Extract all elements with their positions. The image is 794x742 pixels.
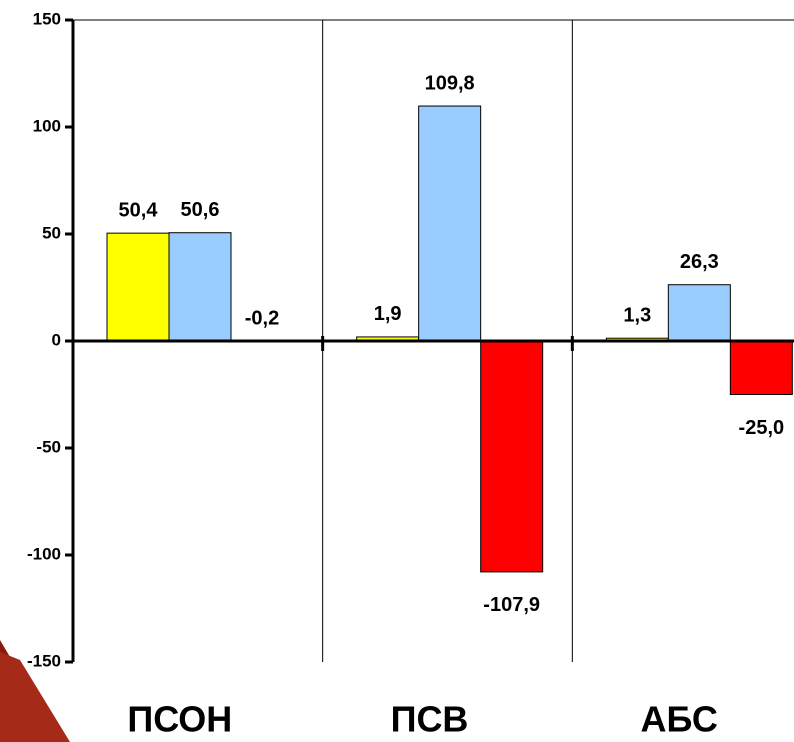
y-tick-label: -100 (27, 544, 61, 563)
y-tick-label: 150 (33, 9, 61, 28)
y-tick-label: 0 (52, 330, 61, 349)
value-label: 109,8 (425, 72, 475, 94)
value-label: 1,9 (374, 303, 402, 325)
y-tick-label: 50 (42, 223, 61, 242)
value-label: 50,4 (119, 199, 159, 221)
y-tick-label: 100 (33, 116, 61, 135)
bar (106, 232, 170, 342)
bar (418, 105, 482, 342)
value-label: -0,2 (245, 307, 279, 329)
value-label: 1,3 (623, 304, 651, 326)
bar (480, 340, 544, 573)
value-label: -25,0 (739, 417, 785, 439)
y-tick-label: -50 (36, 437, 61, 456)
x-tick-label: АБС (640, 699, 717, 740)
value-label: 26,3 (680, 251, 719, 273)
bar (168, 232, 232, 342)
bar (729, 340, 793, 395)
decoration (0, 652, 70, 742)
bar (667, 284, 731, 342)
y-tick-label: -150 (27, 651, 61, 670)
x-tick-label: ПСОН (127, 699, 232, 740)
x-tick-label: ПСВ (391, 699, 469, 740)
value-label: -107,9 (483, 594, 540, 616)
value-label: 50,6 (181, 199, 220, 221)
